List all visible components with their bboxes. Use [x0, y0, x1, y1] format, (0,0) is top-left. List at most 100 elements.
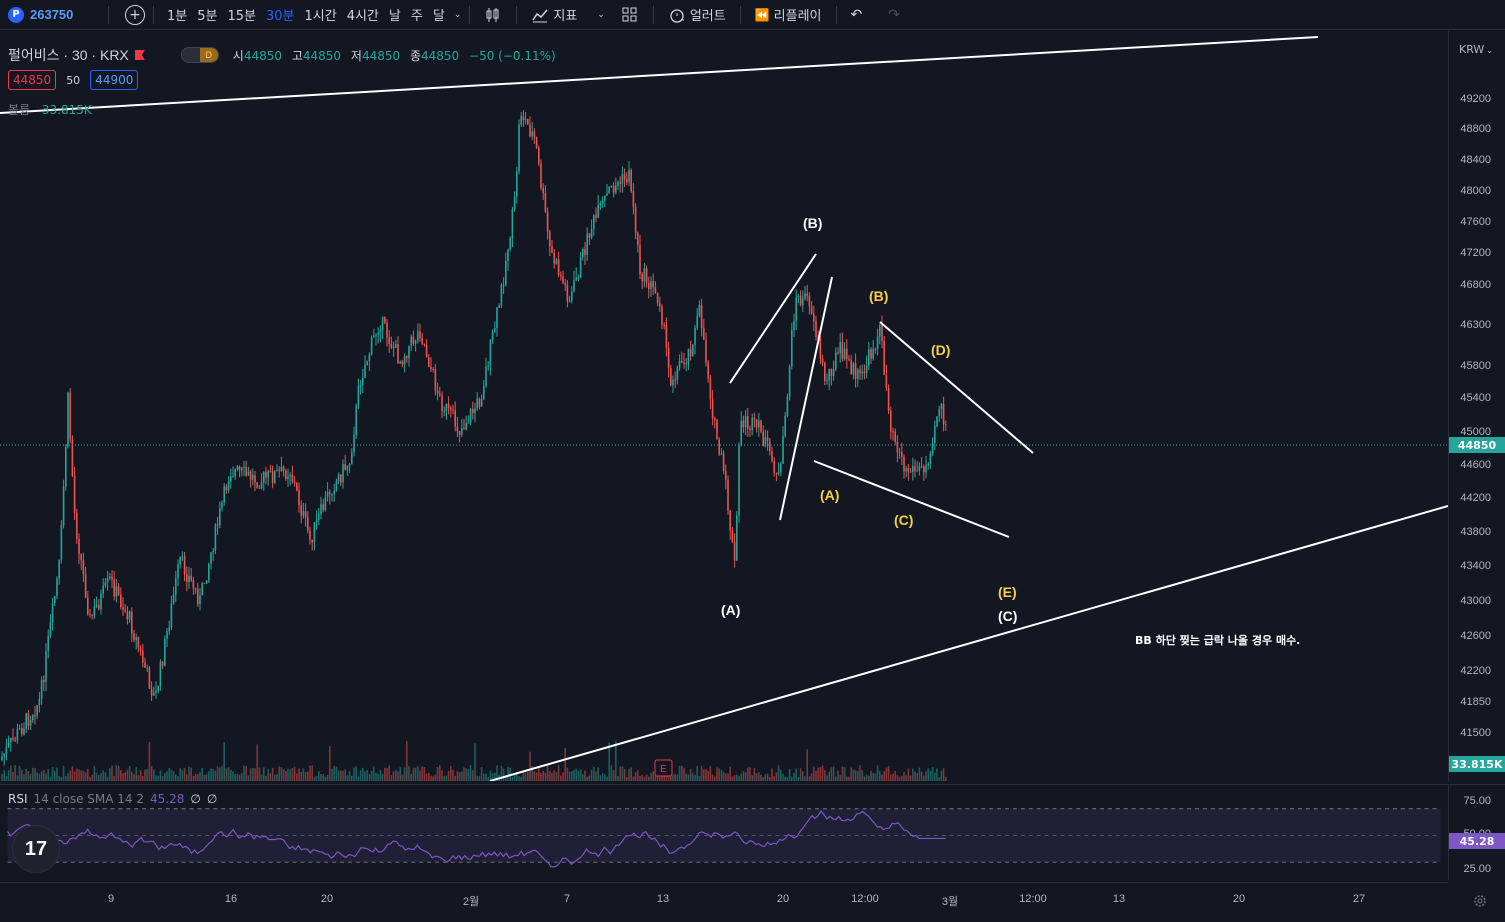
volume-bar — [938, 776, 940, 781]
interval-week[interactable]: 주 — [410, 9, 423, 24]
candle-body — [441, 394, 443, 412]
candle-body — [150, 688, 153, 696]
currency-selector[interactable]: KRW ⌄ — [1459, 43, 1493, 56]
alert-button[interactable]: 얼러트 — [662, 5, 732, 24]
interval-5m[interactable]: 5분 — [197, 9, 218, 24]
market-status-pill[interactable]: D — [180, 47, 219, 63]
interval-30m[interactable]: 30분 — [265, 9, 295, 24]
volume-bar — [29, 773, 32, 781]
volume-bar — [731, 776, 734, 781]
volume-bar — [232, 771, 234, 781]
volume-bar — [419, 770, 421, 781]
price-axis[interactable]: KRW ⌄ 49200 48800 48400 48000 47600 47200 46800… — [1448, 31, 1505, 781]
chart-legend: 펄어비스 · 30 · KRX D 시44850 고44850 저44850 종… — [8, 45, 556, 65]
volume-bar — [388, 765, 390, 781]
candle-body — [38, 698, 41, 706]
price-label: 42600 — [1460, 630, 1491, 642]
candle-body — [839, 342, 841, 353]
interval-4h[interactable]: 4시간 — [346, 9, 379, 24]
redo-button[interactable]: ↷ — [882, 7, 906, 23]
sell-button[interactable]: 44850 — [8, 70, 57, 90]
candle-body — [630, 169, 632, 192]
volume-bar — [579, 769, 582, 781]
candle-body — [861, 371, 863, 374]
candle-body — [608, 187, 610, 194]
candle-body — [474, 408, 476, 413]
candles-style-button[interactable] — [478, 6, 508, 24]
candle-body — [852, 363, 855, 375]
volume-bar — [346, 775, 349, 781]
volume-bar — [619, 766, 621, 781]
interval-day[interactable]: 날 — [388, 9, 401, 24]
volume-bar — [738, 776, 740, 781]
candle-body — [14, 739, 16, 741]
candle-body — [276, 470, 278, 472]
candle-body — [942, 403, 945, 425]
replay-button[interactable]: ⏪ 리플레이 — [749, 5, 828, 25]
time-axis[interactable]: 9 16 20 2월 7 13 20 12:00 3월 12:00 13 20 … — [0, 882, 1448, 922]
candle-body — [786, 396, 789, 416]
volume-bar — [364, 771, 366, 781]
candle-body — [634, 206, 637, 233]
candle-body — [872, 348, 874, 359]
undo-button[interactable]: ↶ — [845, 7, 869, 23]
candle-body — [914, 466, 916, 472]
candle-body — [667, 347, 670, 369]
rsi-legend[interactable]: RSI 14 close SMA 14 2 45.28 ∅ ∅ — [8, 792, 217, 806]
candle-body — [265, 472, 267, 478]
candle-body — [729, 510, 731, 531]
chart-title[interactable]: 펄어비스 · 30 · KRX — [8, 47, 129, 63]
candle-body — [824, 362, 826, 381]
rsi-last-tag: 45.28 — [1449, 833, 1505, 849]
rsi-axis[interactable]: 75.00 50.00 25.00 — [1448, 784, 1505, 880]
indicators-button[interactable]: 지표 — [525, 5, 583, 24]
interval-month[interactable]: 달 — [432, 9, 445, 24]
flag-icon[interactable] — [134, 50, 145, 60]
rsi-level-75: 75.00 — [1463, 795, 1491, 807]
candle-body — [553, 252, 555, 264]
settings-gear-icon[interactable] — [1472, 893, 1488, 913]
candle-body — [524, 118, 527, 121]
time-label: 12:00 — [851, 893, 879, 905]
candle-body — [337, 474, 340, 481]
candle-body — [260, 482, 263, 489]
candle-body — [945, 424, 947, 426]
tradingview-logo[interactable]: 17 — [12, 825, 60, 873]
volume-bar — [582, 774, 584, 781]
candle-body — [333, 490, 335, 495]
compare-plus-icon[interactable]: + — [125, 4, 145, 25]
volume-bar — [7, 770, 10, 781]
volume-bar — [540, 773, 542, 781]
candle-body — [87, 597, 89, 615]
layouts-button[interactable] — [615, 6, 645, 24]
candle-body — [806, 293, 808, 297]
candle-body — [747, 416, 749, 429]
candle-body — [62, 487, 65, 525]
candle-body — [190, 575, 192, 581]
price-chart[interactable]: E — [0, 31, 1448, 781]
volume-bar — [428, 772, 430, 781]
volume-bar — [775, 772, 778, 781]
volume-legend[interactable]: 볼륨 33.815K — [8, 101, 92, 118]
interval-1h[interactable]: 1시간 — [304, 9, 337, 24]
volume-bar — [315, 775, 318, 781]
volume-bar — [914, 771, 916, 781]
candle-body — [566, 285, 569, 302]
interval-1m[interactable]: 1분 — [167, 9, 188, 24]
divider — [108, 5, 109, 24]
candle-body — [694, 327, 696, 345]
candle-body — [549, 231, 551, 247]
candle-body — [575, 277, 577, 280]
candle-body — [544, 193, 547, 212]
price-label: 46800 — [1460, 279, 1491, 291]
indicators-chevron-down-icon[interactable]: ⌄ — [597, 9, 605, 20]
candle-body — [406, 356, 408, 359]
candle-body — [538, 148, 540, 164]
rsi-pane[interactable] — [0, 784, 1448, 880]
volume-bar — [632, 776, 635, 781]
buy-button[interactable]: 44900 — [90, 70, 139, 90]
symbol-search[interactable]: P 263750 — [0, 6, 100, 23]
interval-15m[interactable]: 15분 — [227, 9, 256, 24]
interval-chevron-down-icon[interactable]: ⌄ — [453, 9, 462, 20]
candle-body — [641, 274, 643, 282]
